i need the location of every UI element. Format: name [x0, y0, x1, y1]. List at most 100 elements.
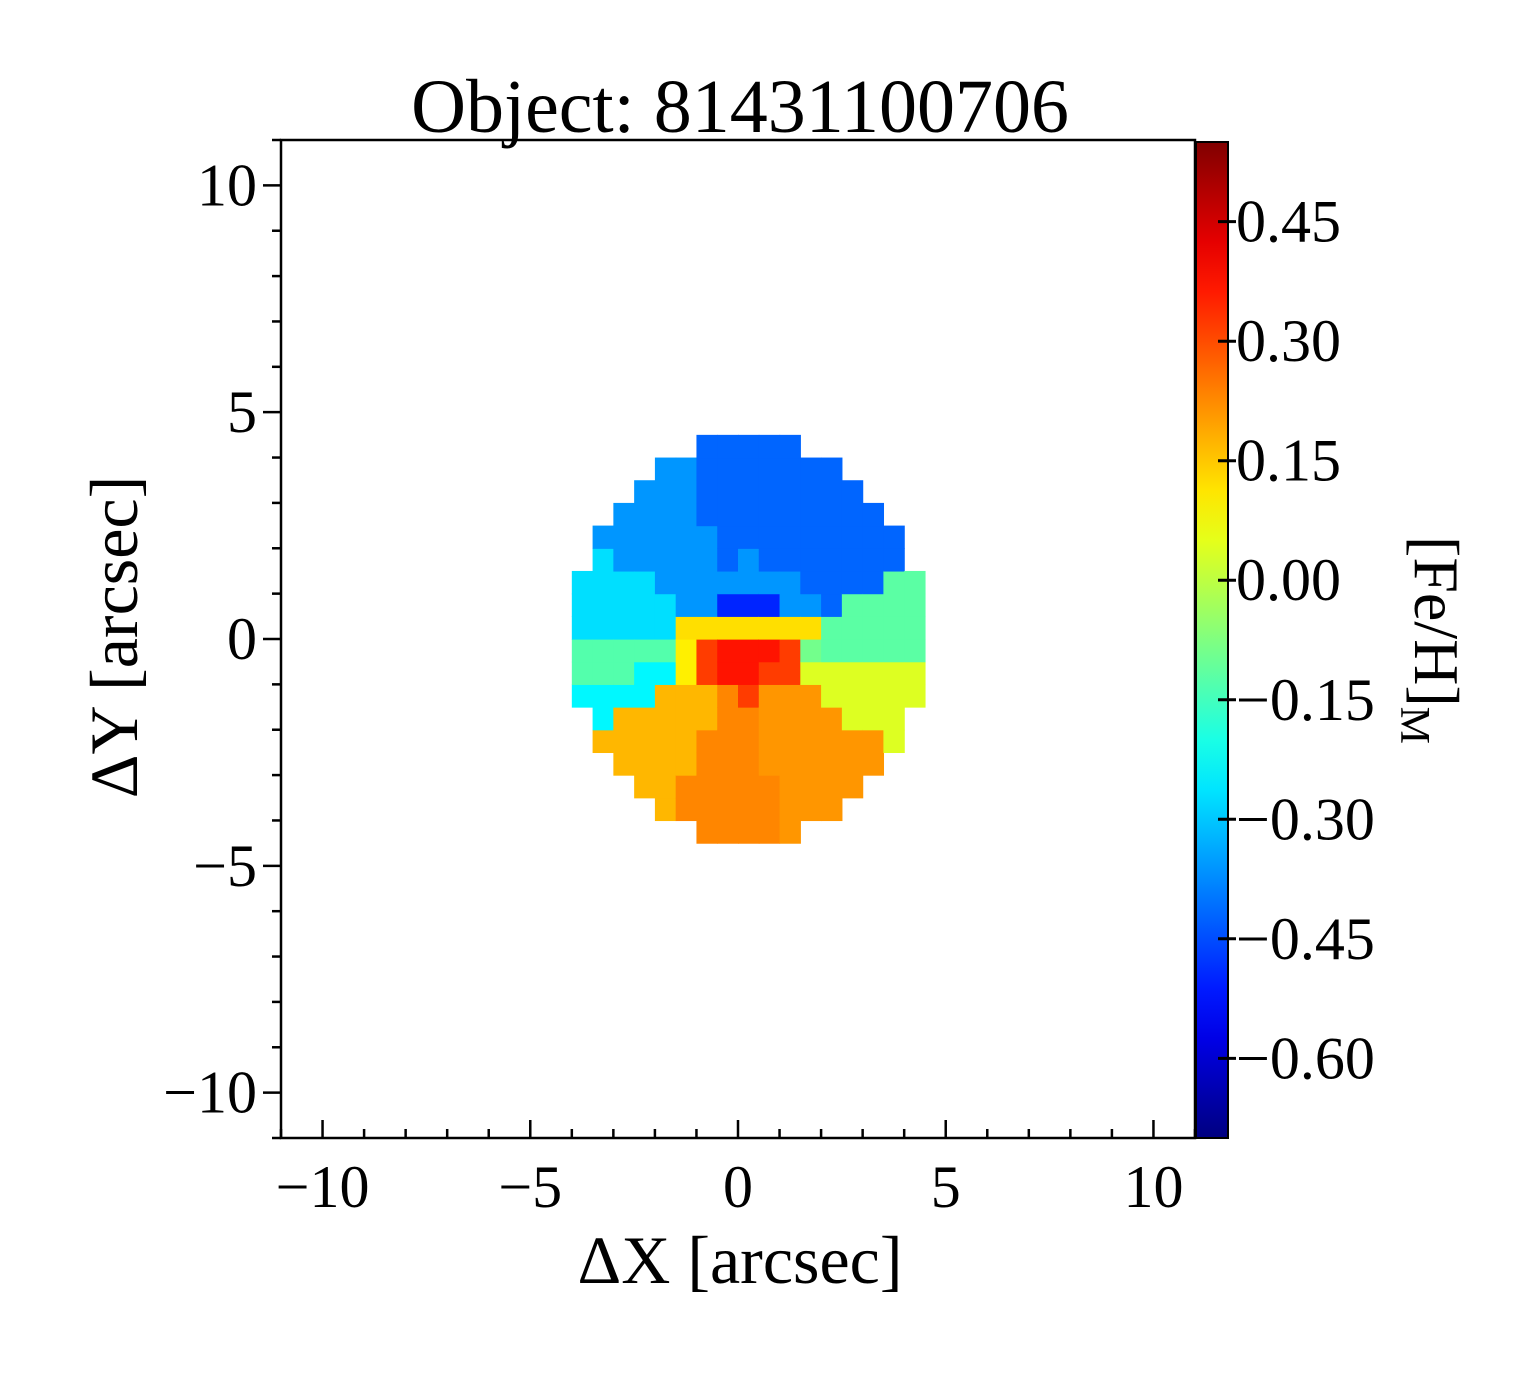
map-pixel — [758, 797, 781, 822]
map-pixel — [717, 639, 739, 663]
map-pixel — [634, 548, 656, 572]
map-pixel — [571, 684, 594, 708]
map-pixel — [696, 593, 718, 617]
map-pixel — [758, 525, 781, 549]
map-pixel — [613, 548, 635, 572]
map-pixel — [571, 593, 594, 617]
map-pixel — [634, 729, 656, 754]
map-pixel — [883, 661, 905, 685]
map-pixel — [779, 752, 801, 776]
map-pixel — [738, 797, 760, 822]
map-pixel — [654, 661, 677, 685]
map-pixel — [821, 548, 843, 572]
map-pixel — [841, 729, 864, 754]
map-pixel — [696, 525, 718, 549]
x-tick-label: 0 — [723, 1154, 753, 1220]
map-pixel — [800, 661, 822, 685]
map-pixel — [738, 661, 760, 685]
map-pixel — [821, 752, 843, 776]
map-pixel — [738, 548, 760, 572]
map-pixel — [696, 729, 718, 754]
map-pixel — [779, 502, 801, 527]
map-pixel — [841, 616, 864, 640]
map-pixel — [800, 525, 822, 549]
map-pixel — [654, 797, 677, 822]
map-pixel — [634, 616, 656, 640]
map-pixel — [592, 661, 614, 685]
map-pixel — [779, 548, 801, 572]
map-pixel — [634, 775, 656, 799]
map-pixel — [634, 480, 656, 504]
y-tick-label: −10 — [163, 1060, 257, 1126]
map-pixel — [862, 593, 885, 617]
map-pixel — [613, 570, 635, 595]
map-pixel — [800, 548, 822, 572]
map-pixel — [696, 707, 718, 731]
map-pixel — [738, 593, 760, 617]
map-pixel — [675, 797, 698, 822]
x-axis: −10 −5 0 5 10 — [276, 1120, 1197, 1220]
map-pixel — [717, 502, 739, 527]
map-pixel — [862, 570, 885, 595]
map-pixel — [758, 548, 781, 572]
map-pixel — [883, 684, 905, 708]
map-pixel — [634, 707, 656, 731]
map-pixel — [696, 797, 718, 822]
colorbar-ticks: 0.45 0.30 0.15 0.00 −0.15 −0.30 −0.45 −0.60 — [1218, 189, 1375, 1091]
map-pixel — [738, 775, 760, 799]
map-pixel — [779, 593, 801, 617]
map-pixel — [738, 502, 760, 527]
map-pixel — [862, 639, 885, 663]
map-pixel — [675, 548, 698, 572]
x-tick-label: 10 — [1123, 1154, 1183, 1220]
map-pixel — [738, 707, 760, 731]
map-pixel — [862, 661, 885, 685]
map-pixel — [654, 639, 677, 663]
map-pixel — [904, 616, 926, 640]
map-pixel — [592, 616, 614, 640]
map-pixel — [696, 820, 718, 844]
map-pixel — [613, 729, 635, 754]
chart-title: Object: 81431100706 — [411, 65, 1069, 149]
y-tick-label: 0 — [227, 606, 257, 672]
map-pixel — [634, 525, 656, 549]
map-pixel — [800, 684, 822, 708]
map-pixel — [841, 775, 864, 799]
map-pixel — [717, 570, 739, 595]
map-pixel — [654, 570, 677, 595]
map-pixel — [654, 616, 677, 640]
map-pixel — [800, 457, 822, 481]
map-pixel — [862, 707, 885, 731]
map-pixel — [758, 457, 781, 481]
map-pixel — [758, 570, 781, 595]
map-pixel — [821, 570, 843, 595]
map-pixel — [841, 502, 864, 527]
map-pixel — [904, 684, 926, 708]
map-pixel — [675, 525, 698, 549]
map-pixel — [862, 548, 885, 572]
map-pixel — [904, 570, 926, 595]
colorbar — [1195, 141, 1229, 1139]
map-pixel — [841, 707, 864, 731]
map-pixel — [717, 434, 739, 459]
map-pixel — [571, 616, 594, 640]
map-pixel — [592, 525, 614, 549]
map-pixel — [696, 684, 718, 708]
map-pixel — [738, 570, 760, 595]
map-pixel — [758, 616, 781, 640]
map-pixel — [654, 480, 677, 504]
map-pixel — [571, 570, 594, 595]
colorbar-tick-label: −0.60 — [1236, 1025, 1375, 1091]
colorbar-label-subscript: M — [1391, 707, 1437, 744]
map-pixel — [800, 752, 822, 776]
map-pixel — [613, 752, 635, 776]
map-pixel — [717, 820, 739, 844]
map-pixel — [675, 707, 698, 731]
map-pixel — [779, 457, 801, 481]
map-pixel — [592, 684, 614, 708]
map-pixel — [696, 752, 718, 776]
map-pixel — [821, 729, 843, 754]
map-pixel — [800, 729, 822, 754]
map-pixel — [841, 752, 864, 776]
